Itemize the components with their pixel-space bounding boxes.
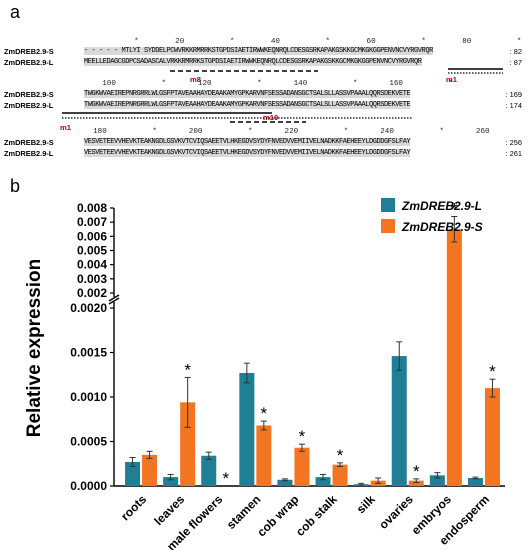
sequence-position: : 261 bbox=[505, 149, 522, 158]
sequence-text: - - - - - MTLYI SYDDELPCWVRKKRMRRKSTGPDS… bbox=[84, 47, 433, 55]
y-tick-label: 0.0020 bbox=[70, 301, 107, 315]
bar-S bbox=[484, 388, 500, 486]
bar-L bbox=[315, 477, 331, 486]
sequence-text: VESVETEEVVHEVKTEAKNGDLGSVKVTCVIQSAEETVLH… bbox=[84, 149, 411, 157]
panel-b-label: b bbox=[10, 176, 21, 196]
ruler-2: 100 * 120 * 140 * 160 * bbox=[84, 80, 454, 88]
significance-marker: * bbox=[489, 362, 496, 381]
sequence-text: MEELLEDAGCGDPCSADASCALVRKKRMRRKSTGPDSIAE… bbox=[84, 58, 422, 66]
category-label: silk bbox=[354, 492, 378, 516]
bar-S bbox=[446, 229, 462, 486]
y-tick-label: 0.008 bbox=[77, 201, 107, 215]
sequence-text: TWGKWVAEIREPNRGRRLWLGSFPTAVEAAHAYDEAAKAM… bbox=[84, 101, 411, 109]
y-tick-label: 0.006 bbox=[77, 229, 107, 243]
sequence-name: ZmDREB2.9-L bbox=[4, 149, 54, 158]
alignment-row: ZmDREB2.9-L MEELLEDAGCGDPCSADASCALVRKKRM… bbox=[0, 58, 528, 69]
sequence-name: ZmDREB2.9-L bbox=[4, 101, 54, 110]
ruler-3: 180 * 200 * 220 * 240 * 260 bbox=[84, 128, 490, 136]
motif-label-m10: m10 bbox=[263, 113, 279, 122]
bar-L bbox=[277, 479, 293, 486]
y-tick-label: 0.005 bbox=[77, 244, 107, 258]
y-tick-label: 0.004 bbox=[77, 258, 107, 272]
category-label: cob stalk bbox=[293, 492, 340, 539]
y-tick-label: 0.003 bbox=[77, 272, 107, 286]
sequence-text: VESVETEEVVHEVKTEAKNGDLGSVKVTCVIQSAEETVLH… bbox=[84, 138, 411, 146]
y-tick-label: 0.007 bbox=[77, 215, 107, 229]
alignment-row: ZmDREB2.9-S - - - - - MTLYI SYDDELPCWVRK… bbox=[0, 47, 528, 58]
legend-label: ZmDREB2.9-L bbox=[401, 199, 482, 213]
significance-marker: * bbox=[299, 427, 306, 446]
significance-marker: * bbox=[261, 404, 268, 423]
significance-marker: * bbox=[184, 360, 191, 379]
y-axis-label: Relative expression bbox=[24, 259, 45, 437]
bar-S bbox=[256, 425, 272, 486]
motif-label-m1: m1 bbox=[60, 123, 71, 132]
significance-marker: * bbox=[413, 462, 420, 481]
bar-L bbox=[201, 455, 217, 486]
sequence-text: TWGKWVAEIREPNRGRRLWLGSFPTAVEAAHAYDEAAKAM… bbox=[84, 90, 411, 98]
axis-break-mark bbox=[108, 294, 120, 302]
sequence-position: : 87 bbox=[509, 58, 522, 67]
sequence-alignment: * 20 * 40 * 60 * 80 * ZmDREB2.9-S - - - … bbox=[0, 0, 528, 175]
bar-L bbox=[239, 372, 255, 486]
significance-marker: * bbox=[222, 469, 229, 488]
alignment-row: ZmDREB2.9-L TWGKWVAEIREPNRGRRLWLGSFPTAVE… bbox=[0, 101, 528, 112]
y-tick-label: 0.002 bbox=[77, 286, 107, 300]
panel-a-label: a bbox=[10, 2, 21, 22]
y-tick-label: 0.0015 bbox=[70, 346, 107, 360]
motif-label-m8: m8 bbox=[190, 75, 201, 84]
alignment-row: ZmDREB2.9-L VESVETEEVVHEVKTEAKNGDLGSVKVT… bbox=[0, 149, 528, 160]
bar-S bbox=[332, 464, 348, 486]
sequence-position: : 256 bbox=[505, 138, 522, 147]
y-tick-label: 0.0010 bbox=[70, 390, 107, 404]
bar-L bbox=[163, 477, 179, 486]
legend-swatch bbox=[381, 219, 395, 233]
bar-L bbox=[391, 356, 407, 486]
sequence-name: ZmDREB2.9-S bbox=[4, 47, 54, 56]
bar-L bbox=[467, 477, 483, 486]
bar-S bbox=[180, 402, 196, 486]
motif-underlines bbox=[62, 68, 503, 123]
sequence-name: ZmDREB2.9-S bbox=[4, 90, 54, 99]
category-label: leaves bbox=[151, 492, 187, 528]
y-tick-label: 0.0005 bbox=[70, 435, 107, 449]
bar-S bbox=[294, 447, 310, 486]
legend-label: ZmDREB2.9-S bbox=[401, 220, 483, 234]
significance-marker: * bbox=[451, 200, 458, 219]
bar-L bbox=[429, 475, 445, 486]
y-tick-label: 0.0000 bbox=[70, 479, 107, 493]
sequence-position: : 82 bbox=[509, 47, 522, 56]
category-label: roots bbox=[118, 492, 149, 523]
bar-S bbox=[408, 480, 424, 486]
bar-S bbox=[142, 454, 158, 486]
alignment-row: ZmDREB2.9-S VESVETEEVVHEVKTEAKNGDLGSVKVT… bbox=[0, 138, 528, 149]
category-label: cob wrap bbox=[254, 492, 301, 539]
axis-break-mark bbox=[108, 297, 120, 305]
sequence-name: ZmDREB2.9-S bbox=[4, 138, 54, 147]
alignment-row: ZmDREB2.9-S TWGKWVAEIREPNRGRRLWLGSFPTAVE… bbox=[0, 90, 528, 101]
bar-L bbox=[125, 461, 141, 486]
motif-label-m1: m1 bbox=[446, 75, 457, 84]
significance-marker: * bbox=[337, 446, 344, 465]
sequence-position: : 169 bbox=[505, 90, 522, 99]
sequence-position: : 174 bbox=[505, 101, 522, 110]
sequence-name: ZmDREB2.9-L bbox=[4, 58, 54, 67]
legend-swatch bbox=[381, 198, 395, 212]
ruler-1: * 20 * 40 * 60 * 80 * bbox=[84, 38, 522, 46]
